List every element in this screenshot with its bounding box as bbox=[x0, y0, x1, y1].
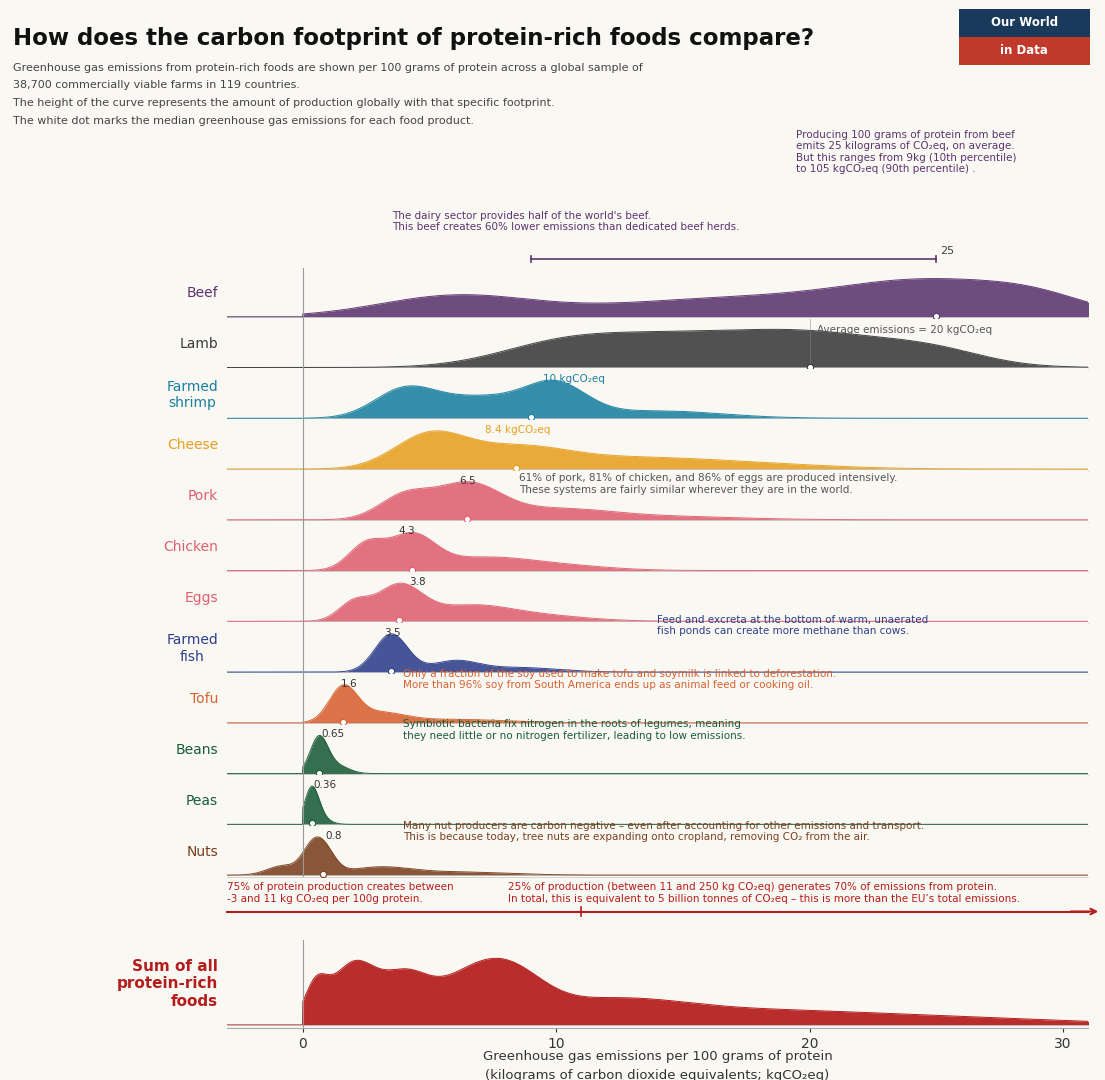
Text: Farmed
fish: Farmed fish bbox=[166, 634, 218, 663]
Text: 75% of protein production creates between
-3 and 11 kg CO₂eq per 100g protein.: 75% of protein production creates betwee… bbox=[227, 882, 453, 904]
Text: Lamb: Lamb bbox=[179, 337, 218, 351]
Text: The height of the curve represents the amount of production globally with that s: The height of the curve represents the a… bbox=[13, 98, 555, 108]
Text: Tofu: Tofu bbox=[190, 692, 218, 706]
Text: Feed and excreta at the bottom of warm, unaerated
fish ponds can create more met: Feed and excreta at the bottom of warm, … bbox=[657, 615, 928, 636]
Text: Symbiotic bacteria fix nitrogen in the roots of legumes, meaning
they need littl: Symbiotic bacteria fix nitrogen in the r… bbox=[403, 719, 746, 741]
Text: 0.8: 0.8 bbox=[325, 831, 341, 841]
Text: 61% of pork, 81% of chicken, and 86% of eggs are produced intensively.
These sys: 61% of pork, 81% of chicken, and 86% of … bbox=[519, 473, 897, 495]
Text: 4.3: 4.3 bbox=[399, 526, 415, 537]
Bar bbox=[959, 37, 1090, 65]
Text: (kilograms of carbon dioxide equivalents; kgCO₂eq): (kilograms of carbon dioxide equivalents… bbox=[485, 1069, 830, 1080]
Text: 8.4 kgCO₂eq: 8.4 kgCO₂eq bbox=[485, 424, 550, 435]
Text: 0.65: 0.65 bbox=[322, 729, 345, 740]
Text: Only a fraction of the soy used to make tofu and soymilk is linked to deforestat: Only a fraction of the soy used to make … bbox=[403, 669, 836, 690]
Text: Average emissions = 20 kgCO₂eq: Average emissions = 20 kgCO₂eq bbox=[818, 325, 992, 335]
Text: Pork: Pork bbox=[188, 489, 218, 503]
Text: The dairy sector provides half of the world's beef.
This beef creates 60% lower : The dairy sector provides half of the wo… bbox=[392, 211, 739, 232]
Text: Sum of all
protein-rich
foods: Sum of all protein-rich foods bbox=[116, 959, 218, 1009]
Text: Producing 100 grams of protein from beef
emits 25 kilograms of CO₂eq, on average: Producing 100 grams of protein from beef… bbox=[796, 130, 1017, 174]
Text: Our World: Our World bbox=[991, 15, 1057, 28]
Text: Greenhouse gas emissions per 100 grams of protein: Greenhouse gas emissions per 100 grams o… bbox=[483, 1050, 832, 1063]
Text: Beef: Beef bbox=[187, 286, 218, 300]
Text: Eggs: Eggs bbox=[185, 591, 218, 605]
Bar bbox=[959, 9, 1090, 37]
Text: 6.5: 6.5 bbox=[460, 475, 476, 486]
Text: Cheese: Cheese bbox=[167, 438, 218, 453]
Text: Farmed
shrimp: Farmed shrimp bbox=[166, 380, 218, 409]
Text: Beans: Beans bbox=[176, 743, 218, 757]
Text: 38,700 commercially viable farms in 119 countries.: 38,700 commercially viable farms in 119 … bbox=[13, 81, 301, 91]
Text: in Data: in Data bbox=[1000, 43, 1049, 56]
Text: Greenhouse gas emissions from protein-rich foods are shown per 100 grams of prot: Greenhouse gas emissions from protein-ri… bbox=[13, 63, 643, 72]
Text: The white dot marks the median greenhouse gas emissions for each food product.: The white dot marks the median greenhous… bbox=[13, 117, 474, 126]
Text: 3.5: 3.5 bbox=[383, 627, 400, 638]
Text: 3.8: 3.8 bbox=[409, 577, 425, 588]
Text: Many nut producers are carbon negative – even after accounting for other emissio: Many nut producers are carbon negative –… bbox=[403, 821, 925, 842]
Text: 1.6: 1.6 bbox=[340, 678, 357, 689]
Text: Peas: Peas bbox=[186, 794, 218, 808]
Text: 25% of production (between 11 and 250 kg CO₂eq) generates 70% of emissions from : 25% of production (between 11 and 250 kg… bbox=[508, 882, 1020, 904]
Text: How does the carbon footprint of protein-rich foods compare?: How does the carbon footprint of protein… bbox=[13, 27, 814, 50]
Text: 0.36: 0.36 bbox=[313, 780, 336, 791]
Text: 25: 25 bbox=[939, 246, 954, 256]
Text: 10 kgCO₂eq: 10 kgCO₂eq bbox=[544, 374, 606, 384]
Text: Nuts: Nuts bbox=[186, 845, 218, 859]
Text: Chicken: Chicken bbox=[164, 540, 218, 554]
